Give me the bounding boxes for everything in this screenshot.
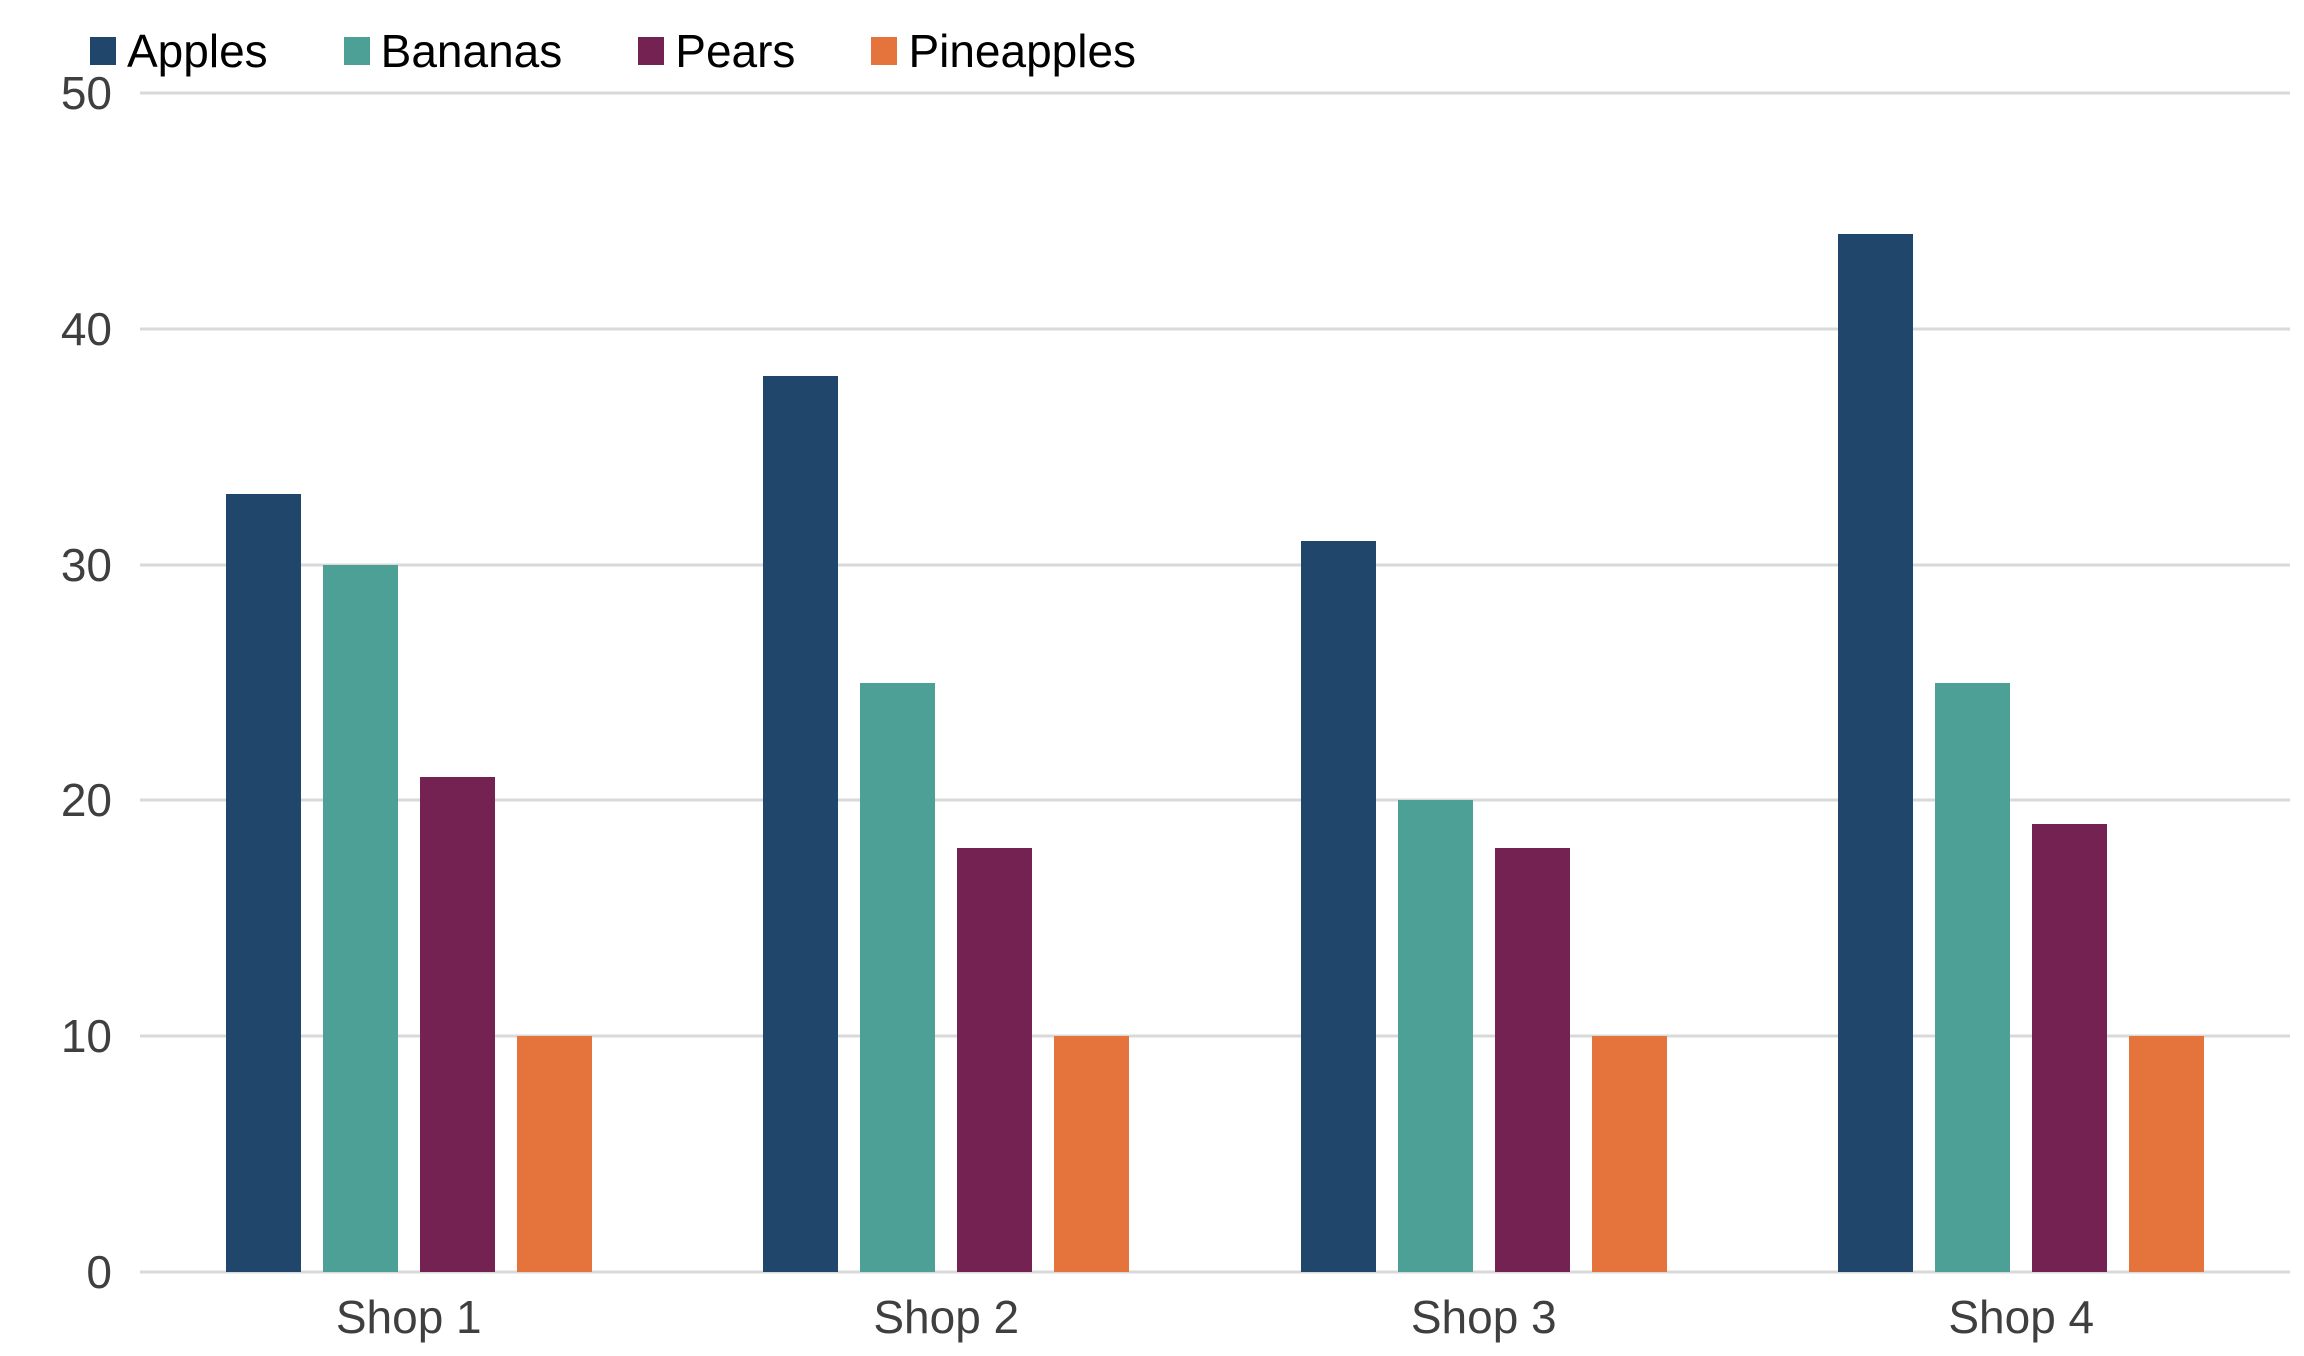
y-tick-label-40: 40 [60, 302, 112, 355]
gridline-y-30 [140, 563, 2290, 567]
bar-apples-shop-3 [1300, 541, 1376, 1272]
y-tick-label-0: 0 [86, 1246, 112, 1298]
legend-label-apples: Apples [127, 25, 268, 77]
y-tick-label-50: 50 [60, 67, 112, 119]
legend-label-pineapples: Pineapples [908, 25, 1137, 77]
bar-group-shop-2 [678, 93, 1216, 1272]
bar-apples-shop-1 [225, 493, 301, 1272]
legend-label-bananas: Bananas [380, 25, 563, 77]
y-axis: 0 10 20 30 40 50 [0, 70, 112, 1295]
legend-item-pears: Pears [638, 26, 795, 77]
legend-swatch-bananas [343, 37, 370, 66]
legend-item-bananas: Bananas [343, 25, 563, 77]
gridline-y-0 [140, 1270, 2290, 1274]
bar-pineapples-shop-4 [2129, 1036, 2205, 1272]
y-tick-label-30: 30 [60, 538, 112, 591]
bar-bananas-shop-3 [1397, 800, 1473, 1272]
bar-pears-shop-2 [957, 847, 1033, 1272]
chart-legend: Apples Bananas Pears Pineapples [90, 26, 1136, 77]
bar-bananas-shop-4 [1935, 682, 2011, 1272]
gridline-y-50 [140, 91, 2290, 95]
bar-pears-shop-3 [1494, 847, 1570, 1272]
bar-apples-shop-2 [763, 375, 839, 1272]
gridline-y-10 [140, 1034, 2290, 1038]
y-tick-label-20: 20 [60, 774, 112, 827]
bar-apples-shop-4 [1838, 234, 1914, 1272]
bar-pears-shop-4 [2032, 823, 2108, 1272]
legend-swatch-apples [90, 37, 116, 66]
x-tick-label-shop-2: Shop 2 [873, 1291, 1020, 1343]
y-tick-label-10: 10 [60, 1010, 112, 1063]
gridline-y-40 [140, 327, 2290, 331]
bar-groups [140, 93, 2290, 1272]
bar-group-shop-3 [1215, 93, 1753, 1272]
legend-item-pineapples: Pineapples [871, 26, 1136, 77]
x-tick-label-shop-4: Shop 4 [1948, 1291, 2095, 1343]
legend-item-apples: Apples [90, 26, 268, 77]
bar-bananas-shop-2 [860, 682, 936, 1272]
legend-swatch-pears [638, 37, 665, 66]
x-tick-label-shop-1: Shop 1 [335, 1291, 482, 1343]
bar-group-shop-1 [140, 93, 678, 1272]
legend-swatch-pineapples [871, 37, 898, 66]
legend-label-pears: Pears [675, 25, 796, 77]
bar-pineapples-shop-1 [516, 1036, 592, 1272]
x-tick-label-shop-3: Shop 3 [1410, 1291, 1557, 1343]
bar-pears-shop-1 [419, 776, 495, 1272]
bar-bananas-shop-1 [322, 564, 398, 1272]
bar-pineapples-shop-3 [1591, 1036, 1667, 1272]
x-axis: Shop 1 Shop 2 Shop 3 Shop 4 [140, 1272, 2290, 1356]
bar-group-shop-4 [1753, 93, 2291, 1272]
bar-pineapples-shop-2 [1054, 1036, 1130, 1272]
plot-area [140, 91, 2290, 1274]
gridline-y-20 [140, 798, 2290, 802]
